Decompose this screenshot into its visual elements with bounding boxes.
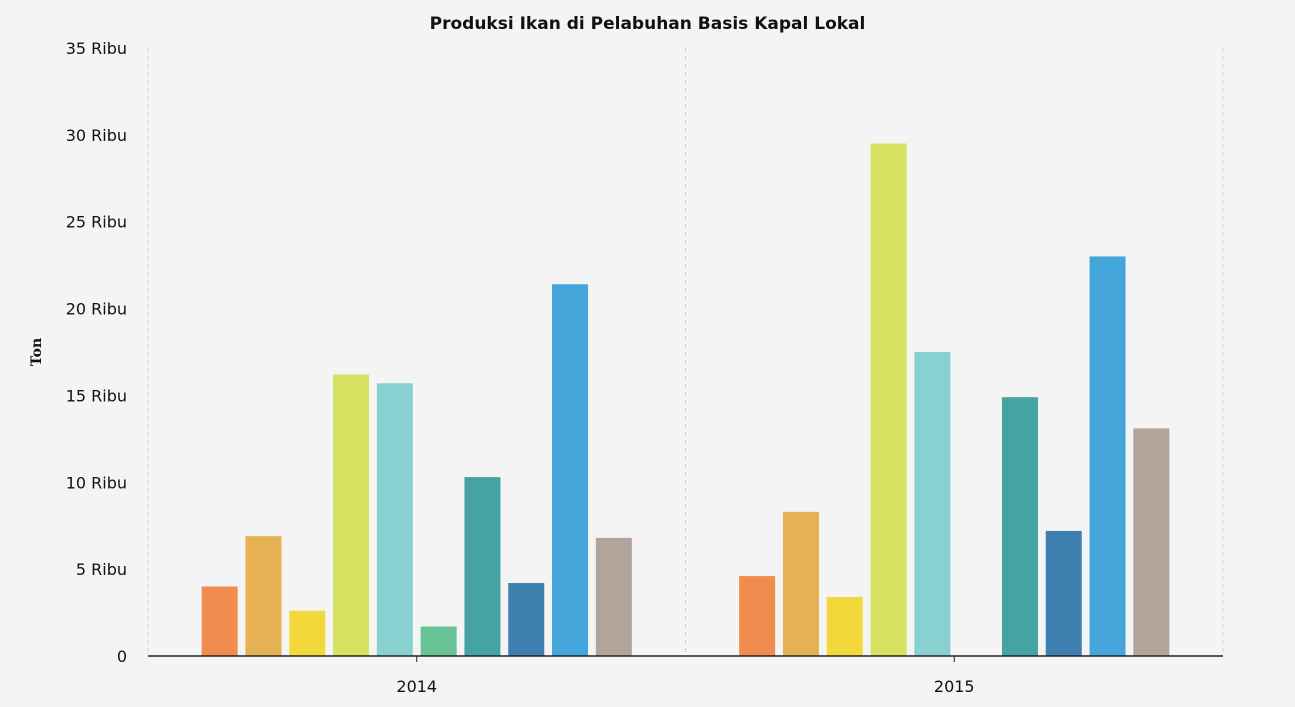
bar: [595, 537, 632, 656]
bar: [420, 626, 457, 656]
axes: [148, 655, 1223, 662]
bar: [1001, 397, 1038, 656]
bar: [1089, 256, 1126, 656]
y-tick-label: 15 Ribu: [66, 386, 127, 405]
y-tick-label: 10 Ribu: [66, 473, 127, 492]
bar: [333, 374, 370, 656]
bar: [870, 143, 907, 657]
bar: [1045, 530, 1082, 656]
bar: [508, 583, 545, 656]
x-tick-label: 2015: [934, 677, 975, 696]
bar: [245, 536, 282, 656]
bars: [201, 143, 1170, 657]
bar: [739, 576, 776, 656]
bar: [201, 586, 238, 656]
x-tick-label: 2014: [396, 677, 437, 696]
y-tick-label: 25 Ribu: [66, 213, 127, 232]
bar: [376, 383, 413, 656]
y-tick-label: 30 Ribu: [66, 126, 127, 145]
y-tick-label: 35 Ribu: [66, 39, 127, 58]
bar: [826, 596, 863, 656]
bar: [552, 284, 589, 656]
chart-title: Produksi Ikan di Pelabuhan Basis Kapal L…: [429, 14, 866, 34]
bar: [782, 511, 819, 656]
bar: [1133, 428, 1170, 656]
y-tick-label: 20 Ribu: [66, 300, 127, 319]
y-tick-label: 5 Ribu: [76, 560, 127, 579]
grid-lines: [147, 48, 1224, 656]
tick-labels: 2014 2015 0 5 Ribu 10 Ribu 15 Ribu 20 Ribu 25 R…: [66, 39, 975, 696]
y-tick-label: 0: [117, 647, 127, 666]
bar: [464, 477, 501, 656]
bar: [914, 352, 951, 656]
bar: [289, 610, 326, 656]
